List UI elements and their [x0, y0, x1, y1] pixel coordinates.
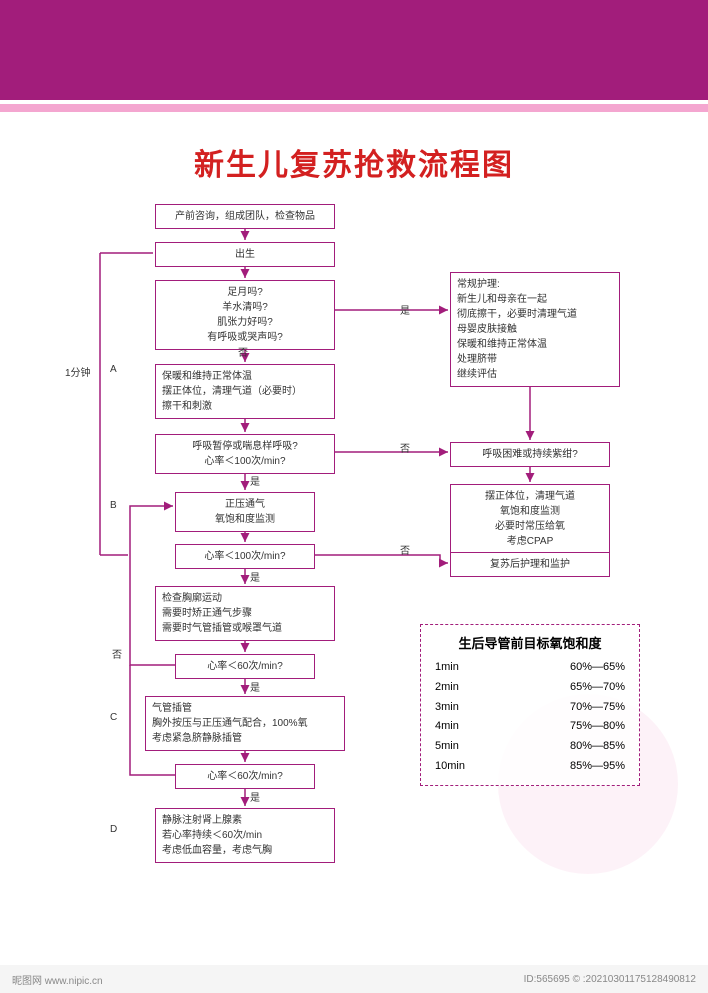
flow-node-n10: 心率＜60次/min? [175, 764, 315, 789]
flow-node-n1: 出生 [155, 242, 335, 267]
flow-node-n4: 呼吸暂停或喘息样呼吸?心率＜100次/min? [155, 434, 335, 474]
o2-row-2: 3min70%—75% [435, 698, 625, 718]
o2-row-4: 5min80%—85% [435, 737, 625, 757]
o2-row-5: 10min85%—95% [435, 757, 625, 777]
flow-node-n5: 正压通气氧饱和度监测 [175, 492, 315, 532]
flowchart-canvas: 产前咨询，组成团队，检查物品出生足月吗?羊水清吗?肌张力好吗?有呼吸或哭声吗? 保… [0, 194, 708, 974]
stage-label-sB: B [110, 500, 117, 511]
edge-label-e_yes3: 是 [250, 569, 260, 584]
oxygen-saturation-table: 生后导管前目标氧饱和度 1min60%—65%2min65%—70%3min70… [420, 624, 640, 786]
stage-label-sD: D [110, 824, 117, 835]
footer-site: 昵图网 www.nipic.cn [12, 972, 103, 987]
thin-bar [0, 104, 708, 112]
flow-node-n2: 足月吗?羊水清吗?肌张力好吗?有呼吸或哭声吗? [155, 280, 335, 350]
edge-label-e_yes1: 是 [400, 302, 410, 317]
edge-label-e_no1: 否 [238, 344, 248, 359]
flow-node-n0: 产前咨询，组成团队，检查物品 [155, 204, 335, 229]
flow-node-n7: 检查胸廓运动需要时矫正通气步骤需要时气管插管或喉罩气道 [155, 586, 335, 641]
flow-node-n9: 气管插管胸外按压与正压通气配合，100%氧考虑紧急脐静脉插管 [145, 696, 345, 751]
edge-label-e_yes2: 是 [250, 473, 260, 488]
flow-node-r4: 复苏后护理和监护 [450, 552, 610, 577]
o2-row-1: 2min65%—70% [435, 678, 625, 698]
flow-node-r1: 常规护理:新生儿和母亲在一起彻底擦干，必要时清理气道母婴皮肤接触保暖和维持正常体… [450, 272, 620, 387]
footer-meta: ID:565695 © :20210301175128490812 [524, 974, 696, 985]
flow-node-r2: 呼吸困难或持续紫绀? [450, 442, 610, 467]
o2-row-3: 4min75%—80% [435, 717, 625, 737]
stage-label-s1m: 1分钟 [65, 364, 91, 379]
header-bar [0, 0, 708, 100]
flow-node-n6: 心率＜100次/min? [175, 544, 315, 569]
edge-label-e_yes4: 是 [250, 679, 260, 694]
edge-label-e_no3: 否 [400, 542, 410, 557]
flow-node-n8: 心率＜60次/min? [175, 654, 315, 679]
edge-label-e_no4: 否 [112, 646, 122, 661]
stage-label-sC: C [110, 712, 117, 723]
o2-table-title: 生后导管前目标氧饱和度 [435, 633, 625, 652]
footer-bar: 昵图网 www.nipic.cn ID:565695 © :2021030117… [0, 965, 708, 993]
flow-node-n3: 保暖和维持正常体温摆正体位，清理气道（必要时）擦干和刺激 [155, 364, 335, 419]
flow-node-n11: 静脉注射肾上腺素若心率持续＜60次/min考虑低血容量，考虑气胸 [155, 808, 335, 863]
flow-node-r3: 摆正体位，清理气道氧饱和度监测必要时常压给氧考虑CPAP [450, 484, 610, 554]
edge-label-e_yes5: 是 [250, 789, 260, 804]
o2-row-0: 1min60%—65% [435, 658, 625, 678]
edge-label-e_no2: 否 [400, 440, 410, 455]
stage-label-sA: A [110, 364, 117, 375]
page-title: 新生儿复苏抢救流程图 [0, 140, 708, 184]
